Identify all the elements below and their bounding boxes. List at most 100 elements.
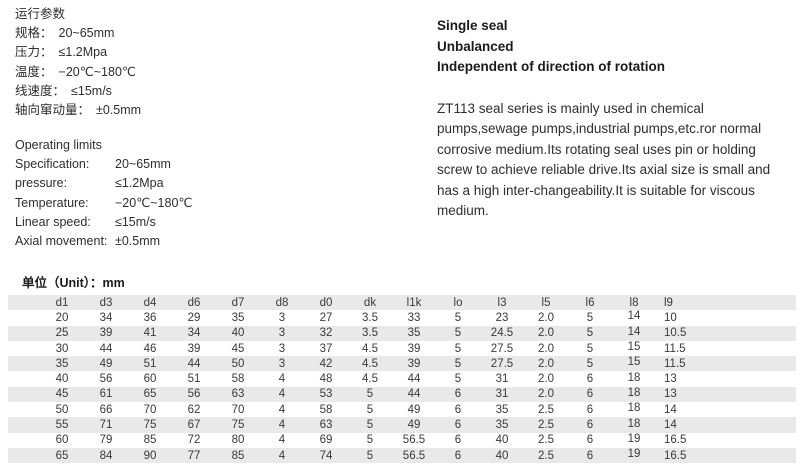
table-cell: 5 (454, 357, 462, 370)
table-cell: 5 (366, 419, 374, 432)
table-cell: 6 (454, 434, 462, 447)
param-label: 压力： (15, 45, 53, 60)
table-cell: 32 (319, 327, 333, 340)
table-cell: 6 (454, 388, 462, 401)
table-cell: 4 (278, 373, 286, 386)
en-operating-limits: Operating limits Specification: 20~65mm p… (15, 136, 192, 251)
table-row: 30 44 46 39 45 3 37 4.5 39 5 27.5 2.0 5 15 11.5 (8, 341, 796, 356)
table-cell: 10 (664, 311, 677, 324)
table-cell: 44 (99, 342, 113, 355)
table-cell: 16.5 (664, 434, 687, 447)
cn-operating-params: 运行参数 规格： 20~65mm 压力： ≤1.2Mpa 温度： −20℃~180℃ … (15, 5, 141, 120)
table-cell: 5 (586, 342, 594, 355)
table-cell: 14 (664, 403, 677, 416)
param-value: −20℃~180℃ (115, 195, 193, 210)
table-cell: 56.5 (402, 434, 426, 447)
table-cell: 2.0 (538, 327, 554, 340)
param-value: 20~65mm (58, 26, 115, 41)
table-cell: 4.5 (362, 373, 378, 386)
table-cell: 18 (627, 402, 641, 415)
table-cell: 85 (231, 449, 245, 462)
table-cell: 62 (187, 403, 201, 416)
table-cell: 4 (278, 449, 286, 462)
table-cell: 40 (231, 327, 245, 340)
table-cell: 34 (99, 311, 113, 324)
table-row: 40 56 60 51 58 4 48 4.5 44 5 31 2.0 6 18 13 (8, 371, 796, 386)
table-cell: 6 (454, 419, 462, 432)
table-cell: 51 (187, 373, 201, 386)
table-cell: 35 (495, 403, 509, 416)
table-cell: 14 (627, 310, 641, 323)
table-cell: 3 (278, 311, 286, 324)
param-line-temperature: Temperature: −20℃~180℃ (15, 194, 192, 213)
table-cell: 58 (231, 373, 245, 386)
table-cell: 4.5 (362, 357, 378, 370)
table-cell: 6 (586, 388, 594, 401)
column-header-d4: d4 (143, 296, 157, 309)
table-cell: 5 (454, 327, 462, 340)
cn-params-title: 运行参数 (15, 7, 66, 21)
param-label: 轴向窜动量： (15, 103, 91, 118)
table-cell: 35 (231, 311, 245, 324)
feature-line-single-seal: Single seal (437, 18, 508, 33)
table-cell: 6 (454, 449, 462, 462)
column-header-d7: d7 (231, 296, 245, 309)
column-header-l1k: l1k (406, 296, 422, 309)
table-cell: 49 (99, 357, 113, 370)
table-cell: 15 (627, 356, 641, 369)
param-value: ≤1.2Mpa (115, 176, 164, 191)
table-cell: 50 (55, 403, 69, 416)
table-cell: 16.5 (664, 449, 687, 462)
table-cell: 33 (407, 311, 421, 324)
table-cell: 63 (319, 419, 333, 432)
table-cell: 6 (454, 403, 462, 416)
table-cell: 15 (627, 341, 641, 354)
table-cell: 6 (586, 434, 594, 447)
table-row: 35 49 51 44 50 3 42 4.5 39 5 27.5 2.0 5 15 11.5 (8, 356, 796, 372)
table-cell: 75 (231, 419, 245, 432)
param-value: ±0.5mm (96, 103, 142, 118)
table-row: 45 61 65 56 63 4 53 5 44 6 31 2.0 6 18 13 (8, 386, 796, 403)
feature-line-rotation: Independent of direction of rotation (437, 59, 665, 75)
table-cell: 39 (99, 327, 113, 340)
table-row: 65 84 90 77 85 4 74 5 56.5 6 40 2.5 6 19 16.5 (8, 447, 796, 464)
table-cell: 49 (407, 403, 421, 416)
table-cell: 34 (187, 327, 201, 340)
table-cell: 25 (55, 327, 69, 340)
table-cell: 2.5 (538, 449, 554, 462)
param-value: −20℃~180℃ (58, 64, 136, 79)
table-row: 50 66 70 62 70 4 58 5 49 6 35 2.5 6 18 14 (8, 402, 796, 417)
param-value: ±0.5mm (115, 234, 161, 249)
table-cell: 39 (187, 342, 201, 355)
table-cell: 3.5 (362, 311, 378, 324)
column-header-l8: l8 (629, 296, 639, 309)
seal-description-text: ZT113 seal series is mainly used in chem… (437, 101, 771, 219)
table-cell: 14 (627, 325, 641, 338)
table-cell: 37 (319, 342, 333, 355)
column-header-dk: dk (363, 296, 377, 309)
table-cell: 50 (231, 357, 245, 370)
param-line-linear-speed: 线速度： ≤15m/s (15, 82, 141, 101)
param-line-axial-movement: Axial movement: ±0.5mm (15, 232, 192, 251)
table-cell: 18 (627, 417, 641, 430)
table-cell: 44 (407, 388, 421, 401)
table-cell: 39 (407, 342, 421, 355)
table-cell: 5 (366, 388, 374, 401)
table-cell: 27.5 (490, 357, 514, 370)
param-label: Axial movement: (15, 234, 108, 249)
param-value: ≤15m/s (71, 83, 112, 98)
table-cell: 44 (187, 357, 201, 370)
table-cell: 3 (278, 342, 286, 355)
table-cell: 41 (143, 327, 157, 340)
table-cell: 14 (664, 419, 677, 432)
table-cell: 39 (407, 357, 421, 370)
table-cell: 48 (319, 373, 333, 386)
table-cell: 75 (143, 419, 157, 432)
table-cell: 35 (55, 357, 69, 370)
table-cell: 35 (407, 327, 421, 340)
table-cell: 2.0 (538, 388, 554, 401)
table-cell: 65 (143, 388, 157, 401)
table-cell: 70 (231, 403, 245, 416)
table-cell: 5 (366, 403, 374, 416)
table-cell: 29 (187, 311, 201, 324)
